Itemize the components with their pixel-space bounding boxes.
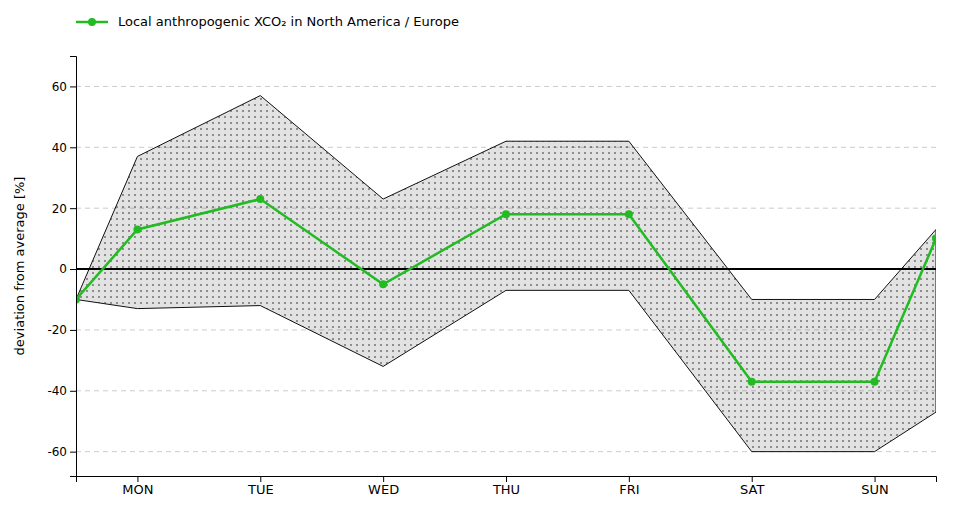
x-tick: SAT: [740, 476, 764, 497]
y-axis-line: [70, 57, 77, 477]
y-tick: -20: [47, 323, 76, 337]
y-tick-label: -60: [47, 445, 67, 459]
x-tick: FRI: [619, 476, 639, 497]
x-tick-label: FRI: [619, 482, 639, 497]
line: [76, 199, 936, 382]
marker: [625, 210, 633, 218]
zero-line: [76, 268, 936, 270]
x-tick-mark: [506, 476, 507, 482]
x-tick-label: SAT: [740, 482, 764, 497]
x-tick: WED: [368, 476, 399, 497]
y-tick-label: 60: [52, 80, 67, 94]
x-tick-label: THU: [492, 482, 520, 497]
grid: [76, 86, 936, 451]
legend: Local anthropogenic XCO₂ in North Americ…: [76, 14, 459, 29]
y-tick-mark: [70, 391, 76, 392]
x-tick-label: WED: [368, 482, 399, 497]
y-tick: 60: [52, 80, 76, 94]
series-group: [76, 195, 936, 386]
legend-label: Local anthropogenic XCO₂ in North Americ…: [118, 14, 459, 29]
y-axis-title: deviation from average [%]: [12, 177, 27, 356]
x-tick-label: TUE: [247, 482, 274, 497]
marker: [932, 235, 936, 243]
y-tick-mark: [70, 330, 76, 331]
y-tick-mark: [70, 269, 76, 270]
x-tick-label: MON: [122, 482, 153, 497]
y-tick: 0: [59, 262, 76, 276]
y-tick-label: 40: [52, 141, 67, 155]
x-tick: MON: [122, 476, 153, 497]
y-tick-label: 0: [59, 262, 67, 276]
y-tick-mark: [70, 208, 76, 209]
x-tick: SUN: [861, 476, 889, 497]
y-tick-label: -20: [47, 323, 67, 337]
y-tick-mark: [70, 147, 76, 148]
y-tick: -40: [47, 384, 76, 398]
x-tick-mark: [137, 476, 138, 482]
y-tick-label: 20: [52, 202, 67, 216]
x-tick-mark: [383, 476, 384, 482]
marker: [871, 378, 879, 386]
x-axis: MON TUE WED THU FRI SAT SUN: [77, 476, 937, 497]
y-tick: 20: [52, 202, 76, 216]
x-tick-mark: [752, 476, 753, 482]
y-tick-label: -40: [47, 384, 67, 398]
x-tick-mark: [260, 476, 261, 482]
marker: [502, 210, 510, 218]
marker: [379, 280, 387, 288]
x-tick-label: SUN: [861, 482, 889, 497]
x-tick: TUE: [247, 476, 274, 497]
marker: [748, 378, 756, 386]
y-tick: -60: [47, 445, 76, 459]
y-tick-mark: [70, 86, 76, 87]
x-tick-mark: [875, 476, 876, 482]
x-tick: THU: [492, 476, 520, 497]
x-axis-line: [77, 477, 937, 483]
y-axis: -60 -40 -20 0 20 40 60: [47, 57, 76, 477]
marker: [256, 195, 264, 203]
band: [76, 96, 936, 452]
chart: MON TUE WED THU FRI SAT SUN -60 -40 -20 0 20 40 60 dev…: [0, 0, 960, 516]
plot-area: [76, 96, 936, 452]
grid-line: [76, 86, 936, 87]
marker: [133, 225, 141, 233]
x-tick-mark: [629, 476, 630, 482]
legend-marker: [88, 18, 96, 26]
y-tick-mark: [70, 452, 76, 453]
y-tick: 40: [52, 141, 76, 155]
grid: [76, 269, 936, 270]
legend-item: Local anthropogenic XCO₂ in North Americ…: [76, 14, 459, 29]
